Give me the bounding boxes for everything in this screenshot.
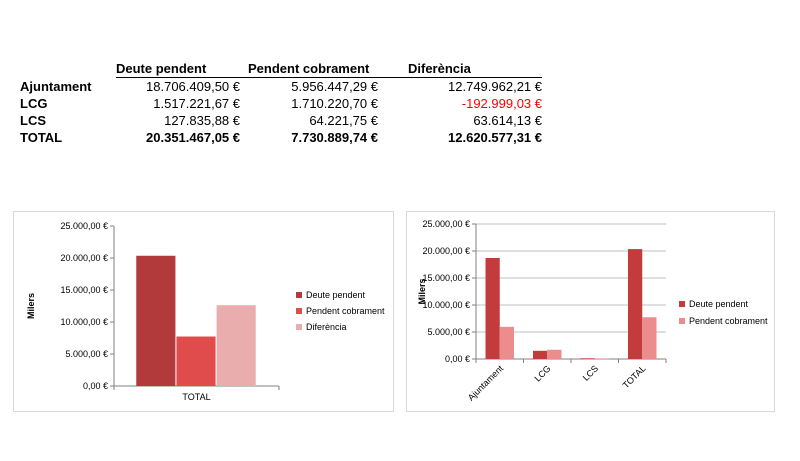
y-tick-label: 25.000,00 € — [422, 219, 470, 229]
total-bar-chart-svg: 0,00 € 5.000,00 € 10.000,00 € 15.000,00 € 20… — [26, 221, 385, 402]
y-tick-label: 15.000,00 € — [422, 273, 470, 283]
bar-deute-pendent — [485, 257, 500, 359]
x-tick-label: Ajuntament — [466, 363, 506, 403]
bar-deute-pendent — [533, 350, 548, 359]
y-tick-label: 15.000,00 € — [60, 285, 108, 295]
legend-label: Pendent cobrament — [306, 306, 385, 316]
y-tick-label: 5.000,00 € — [65, 349, 108, 359]
row-label: TOTAL — [20, 130, 63, 145]
y-tick-label: 0,00 € — [445, 354, 470, 364]
bar-deute-pendent — [136, 255, 176, 386]
legend-swatch — [296, 292, 302, 298]
legend-label: Diferència — [306, 322, 347, 332]
cell-cobrament: 5.956.447,29 € — [291, 79, 378, 94]
cell-deute: 1.517.221,67 € — [153, 96, 240, 111]
legend-label: Pendent cobrament — [689, 316, 768, 326]
cell-diferencia: 12.749.962,21 € — [448, 79, 542, 94]
cell-deute: 20.351.467,05 € — [146, 130, 240, 145]
row-label: LCS — [20, 113, 46, 128]
entity-bar-chart-svg: 0,00 € 5.000,00 € 10.000,00 € 15.000,00 € 20… — [417, 219, 768, 403]
legend-label: Deute pendent — [689, 299, 749, 309]
header-deute-pendent: Deute pendent — [116, 60, 240, 78]
bar-pendent-cobrament — [547, 349, 562, 359]
cell-diferencia-negative: -192.999,03 € — [461, 96, 542, 111]
table-header-row: Deute pendent Pendent cobrament Diferènc… — [20, 60, 542, 78]
x-tick-label: LCS — [581, 363, 600, 382]
cell-deute: 127.835,88 € — [164, 113, 240, 128]
header-blank — [20, 60, 116, 78]
cell-cobrament: 1.710.220,70 € — [291, 96, 378, 111]
y-axis-label: Milers — [417, 278, 427, 304]
total-bar-chart: 0,00 € 5.000,00 € 10.000,00 € 15.000,00 € 20… — [13, 211, 394, 412]
x-tick-label: LCG — [533, 363, 553, 383]
cell-deute: 18.706.409,50 € — [146, 79, 240, 94]
legend-label: Deute pendent — [306, 290, 366, 300]
row-label: Ajuntament — [20, 78, 92, 94]
legend-swatch — [296, 324, 302, 330]
legend-swatch — [679, 318, 685, 324]
header-pendent-cobrament: Pendent cobrament — [240, 60, 378, 78]
cell-diferencia: 12.620.577,31 € — [448, 130, 542, 145]
x-tick-label: TOTAL — [182, 392, 210, 402]
table-row-total: TOTAL 20.351.467,05 € 7.730.889,74 € 12.… — [20, 129, 542, 146]
bar-pendent-cobrament — [499, 326, 514, 359]
bar-pendent-cobrament — [176, 336, 216, 386]
y-tick-label: 20.000,00 € — [60, 253, 108, 263]
bar-difer-ncia — [216, 305, 256, 386]
table-row: Ajuntament 18.706.409,50 € 5.956.447,29 … — [20, 78, 542, 96]
entity-bar-chart: 0,00 € 5.000,00 € 10.000,00 € 15.000,00 € 20… — [406, 211, 775, 412]
legend-swatch — [296, 308, 302, 314]
cell-cobrament: 64.221,75 € — [309, 113, 378, 128]
bar-pendent-cobrament — [594, 358, 609, 360]
y-tick-label: 0,00 € — [83, 381, 108, 391]
y-tick-label: 5.000,00 € — [427, 327, 470, 337]
y-tick-label: 20.000,00 € — [422, 246, 470, 256]
summary-table: Deute pendent Pendent cobrament Diferènc… — [20, 60, 542, 146]
y-tick-label: 10.000,00 € — [422, 300, 470, 310]
table-row: LCG 1.517.221,67 € 1.710.220,70 € -192.9… — [20, 95, 542, 112]
x-tick-label: TOTAL — [621, 363, 648, 390]
y-tick-label: 25.000,00 € — [60, 221, 108, 231]
header-diferencia: Diferència — [378, 60, 542, 78]
y-tick-label: 10.000,00 € — [60, 317, 108, 327]
table-row: LCS 127.835,88 € 64.221,75 € 63.614,13 € — [20, 112, 542, 129]
cell-cobrament: 7.730.889,74 € — [291, 130, 378, 145]
y-axis-label: Milers — [26, 293, 36, 319]
bar-pendent-cobrament — [642, 317, 657, 359]
cell-diferencia: 63.614,13 € — [473, 113, 542, 128]
legend-swatch — [679, 301, 685, 307]
bar-deute-pendent — [580, 358, 595, 359]
row-label: LCG — [20, 96, 48, 111]
bar-deute-pendent — [628, 249, 643, 359]
